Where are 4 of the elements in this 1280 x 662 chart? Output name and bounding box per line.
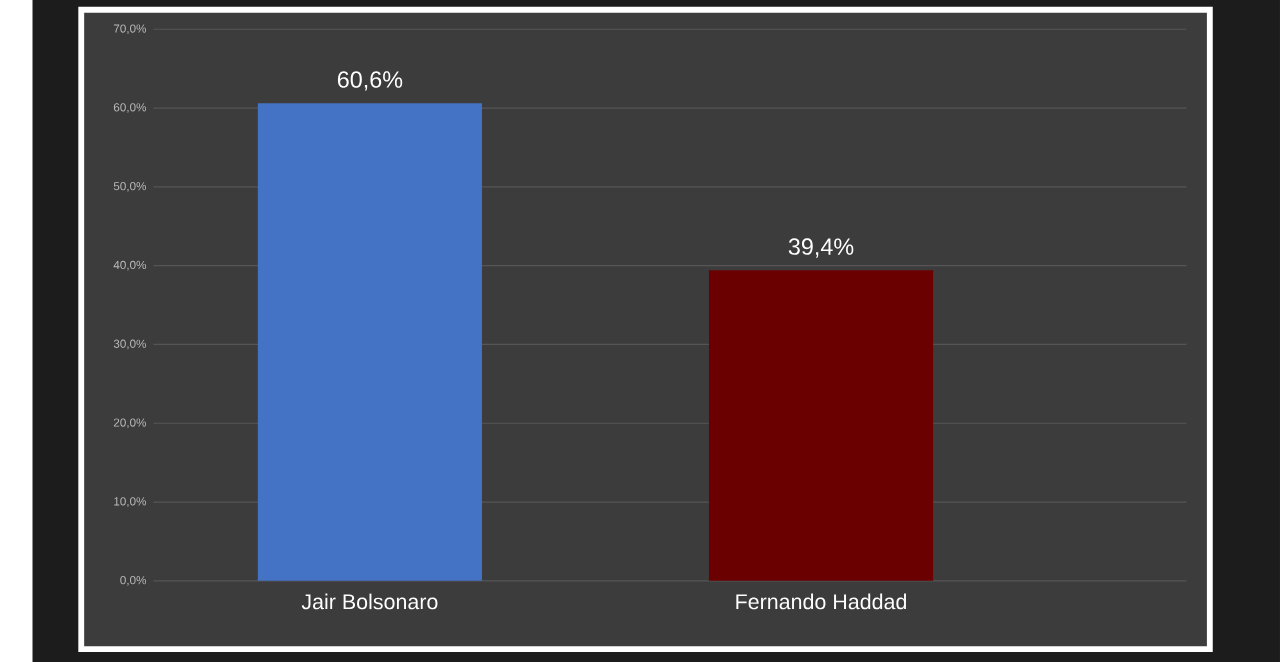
x-tick-label: Jair Bolsonaro [301, 593, 438, 609]
x-tick-label: Fernando Haddad [736, 593, 907, 609]
data-label: 60,6% [337, 70, 403, 91]
data-label: 39,4% [788, 237, 854, 258]
